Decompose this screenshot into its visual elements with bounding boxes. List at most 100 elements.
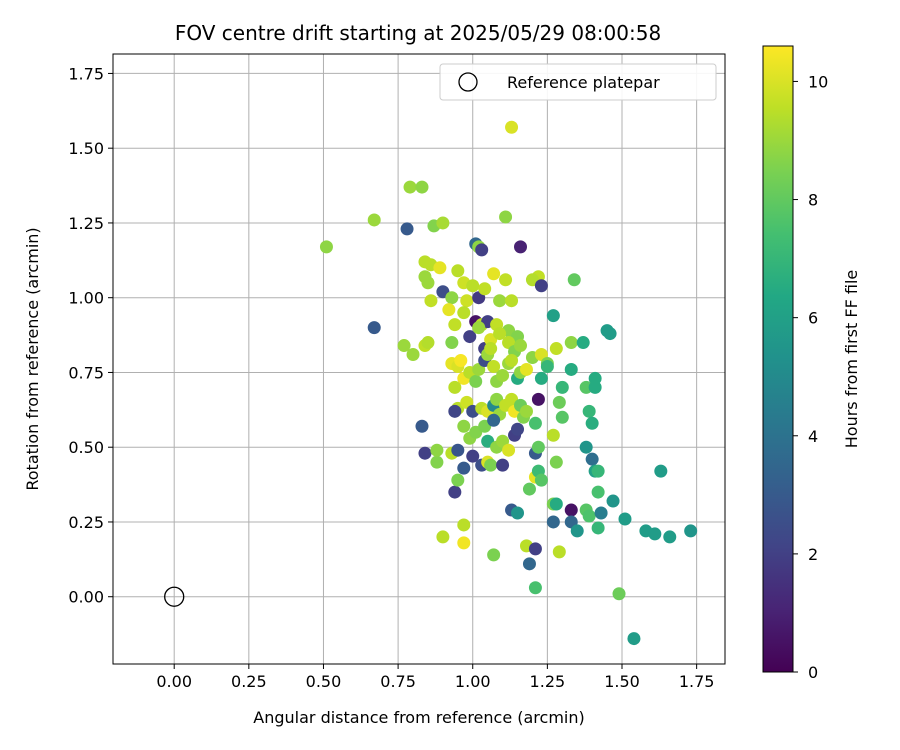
y-axis-label: Rotation from reference (arcmin) <box>23 227 42 490</box>
data-point <box>627 632 641 646</box>
colorbar-tick-label: 0 <box>808 663 818 682</box>
data-point <box>591 464 605 478</box>
data-point <box>493 294 507 308</box>
legend-entry-reference: Reference platepar <box>507 73 660 92</box>
x-tick-label: 1.50 <box>604 672 640 691</box>
data-point <box>502 443 516 457</box>
data-point <box>606 494 620 508</box>
data-point <box>403 180 417 194</box>
data-point <box>484 342 498 356</box>
data-point <box>546 428 560 442</box>
data-point <box>466 449 480 463</box>
data-point <box>415 180 429 194</box>
data-point <box>585 416 599 430</box>
data-point <box>588 380 602 394</box>
data-point <box>457 536 471 550</box>
x-axis-label: Angular distance from reference (arcmin) <box>253 708 584 727</box>
data-point <box>466 279 480 293</box>
data-point <box>684 524 698 538</box>
data-point <box>478 282 492 296</box>
data-point <box>475 243 489 257</box>
x-tick-label: 1.25 <box>530 672 566 691</box>
colorbar-ticks: 0 2 4 6 8 10 <box>793 72 828 682</box>
data-point <box>564 362 578 376</box>
data-point <box>457 518 471 532</box>
data-point <box>457 461 471 475</box>
data-point <box>552 395 566 409</box>
data-point <box>448 380 462 394</box>
data-point <box>663 530 677 544</box>
data-point <box>534 473 548 487</box>
data-point <box>451 473 465 487</box>
data-point <box>463 330 477 344</box>
data-point <box>564 503 578 517</box>
data-point <box>534 279 548 293</box>
data-point <box>555 410 569 424</box>
colorbar-tick-label: 2 <box>808 545 818 564</box>
x-tick-label: 1.75 <box>679 672 715 691</box>
data-point <box>549 497 563 511</box>
data-point <box>540 359 554 373</box>
data-point <box>472 321 486 335</box>
data-point <box>415 419 429 433</box>
y-axis-ticks: 0.00 0.25 0.50 0.75 1.00 1.25 1.50 1.75 <box>68 64 113 607</box>
data-point <box>594 506 608 520</box>
data-point <box>436 530 450 544</box>
data-point <box>448 485 462 499</box>
data-point <box>433 261 447 275</box>
grid-lines <box>113 54 725 664</box>
data-point <box>493 327 507 341</box>
data-point <box>430 443 444 457</box>
data-point <box>487 548 501 562</box>
legend-reference-marker <box>458 72 478 92</box>
data-point <box>445 336 459 350</box>
data-point <box>424 294 438 308</box>
data-point <box>531 392 545 406</box>
data-point <box>487 359 501 373</box>
colorbar-gradient <box>762 45 794 673</box>
data-point <box>582 404 596 418</box>
colorbar-tick-label: 8 <box>808 191 818 210</box>
data-point <box>421 336 435 350</box>
data-point <box>484 458 498 472</box>
data-point <box>511 422 525 436</box>
x-tick-label: 1.00 <box>455 672 491 691</box>
data-point <box>648 527 662 541</box>
data-point <box>457 306 471 320</box>
data-point <box>528 542 542 556</box>
data-point <box>555 380 569 394</box>
data-point <box>534 371 548 385</box>
colorbar-tick-label: 6 <box>808 309 818 328</box>
y-tick-label: 0.50 <box>68 438 104 457</box>
data-point <box>496 458 510 472</box>
data-point <box>522 557 536 571</box>
data-point <box>511 506 525 520</box>
data-point <box>406 348 420 362</box>
data-point <box>522 482 536 496</box>
data-point <box>448 404 462 418</box>
colorbar-tick-label: 10 <box>808 72 828 91</box>
data-point <box>588 371 602 385</box>
data-point <box>418 446 432 460</box>
data-point <box>654 464 668 478</box>
data-point <box>505 294 519 308</box>
data-point <box>591 485 605 499</box>
data-point <box>618 512 632 526</box>
colorbar: 0 2 4 6 8 10 Hours from first FF file <box>762 45 861 682</box>
data-point <box>421 276 435 290</box>
y-tick-label: 1.75 <box>68 64 104 83</box>
reference-point <box>164 586 185 607</box>
data-point <box>591 521 605 535</box>
data-point <box>612 587 626 601</box>
data-point <box>519 362 533 376</box>
data-point <box>531 440 545 454</box>
data-point <box>445 291 459 305</box>
x-tick-label: 0.25 <box>231 672 267 691</box>
y-tick-label: 0.00 <box>68 588 104 607</box>
data-point <box>546 309 560 323</box>
reference-marker <box>164 586 185 607</box>
data-point <box>451 264 465 278</box>
data-point <box>457 419 471 433</box>
data-point <box>519 404 533 418</box>
